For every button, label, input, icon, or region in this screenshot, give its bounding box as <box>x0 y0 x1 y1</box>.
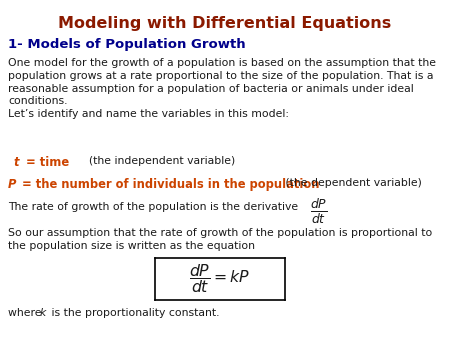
Text: t: t <box>14 156 19 169</box>
Text: is the proportionality constant.: is the proportionality constant. <box>48 308 220 318</box>
Text: (the independent variable): (the independent variable) <box>82 156 235 166</box>
Text: $\dfrac{dP}{dt} = kP$: $\dfrac{dP}{dt} = kP$ <box>189 263 251 295</box>
Text: The rate of growth of the population is the derivative: The rate of growth of the population is … <box>8 202 298 212</box>
Text: 1- Models of Population Growth: 1- Models of Population Growth <box>8 38 246 51</box>
Text: = the number of individuals in the population: = the number of individuals in the popul… <box>18 178 319 191</box>
Text: One model for the growth of a population is based on the assumption that the
pop: One model for the growth of a population… <box>8 58 436 119</box>
Text: Modeling with Differential Equations: Modeling with Differential Equations <box>58 16 392 31</box>
Text: So our assumption that the rate of growth of the population is proportional to
t: So our assumption that the rate of growt… <box>8 228 432 251</box>
Text: (the dependent variable): (the dependent variable) <box>282 178 422 188</box>
Text: $\frac{dP}{dt}$: $\frac{dP}{dt}$ <box>310 196 328 225</box>
Text: k: k <box>40 308 46 318</box>
Text: = time: = time <box>22 156 69 169</box>
Text: P: P <box>8 178 16 191</box>
Text: where: where <box>8 308 45 318</box>
